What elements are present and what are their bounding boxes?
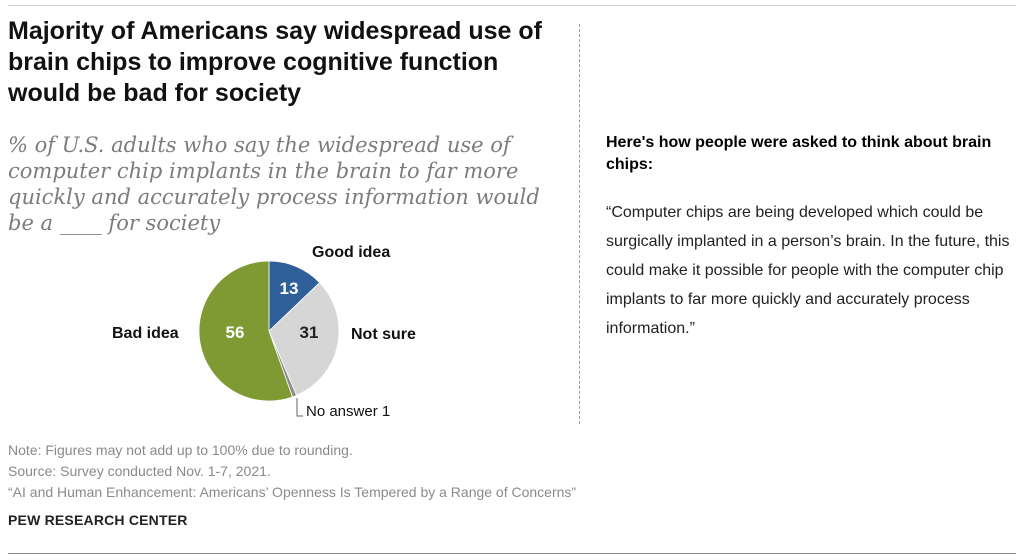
- no-answer-leader-line: [296, 398, 303, 417]
- pie-slices: [198, 260, 340, 402]
- pie-chart: 13 31 56 Good idea Not sure Bad idea No …: [112, 244, 416, 420]
- bottom-rule: [8, 553, 1016, 554]
- pie-value-not-sure: 31: [300, 323, 319, 342]
- top-rule: [8, 5, 1016, 6]
- pie-slice-not-sure: [268, 282, 340, 396]
- note-text: Note: Figures may not add up to 100% due…: [8, 442, 353, 458]
- report-title: “AI and Human Enhancement: Americans’ Op…: [8, 484, 577, 500]
- pie-label-no-answer: No answer 1: [306, 403, 390, 420]
- pie-label-bad-idea: Bad idea: [112, 325, 179, 342]
- pie-value-good-idea: 13: [280, 279, 299, 298]
- notes: Note: Figures may not add up to 100% due…: [8, 440, 576, 503]
- sidebar-heading: Here's how people were asked to think ab…: [606, 134, 992, 173]
- chart-subtitle: % of U.S. adults who say the widespread …: [8, 133, 540, 235]
- pie-label-not-sure: Not sure: [351, 326, 416, 343]
- source-text: Source: Survey conducted Nov. 1-7, 2021.: [8, 463, 271, 479]
- chart-title: Majority of Americans say widespread use…: [8, 17, 542, 107]
- pie-slice-good-idea: [268, 260, 321, 332]
- pie-label-good-idea: Good idea: [312, 244, 390, 261]
- brand-logo-text: PEW RESEARCH CENTER: [8, 512, 188, 528]
- sidebar-quote: “Computer chips are being developed whic…: [606, 204, 1010, 337]
- pie-value-bad-idea: 56: [226, 323, 245, 342]
- pie-slice-bad-idea: [198, 260, 294, 402]
- section-divider: [579, 24, 580, 424]
